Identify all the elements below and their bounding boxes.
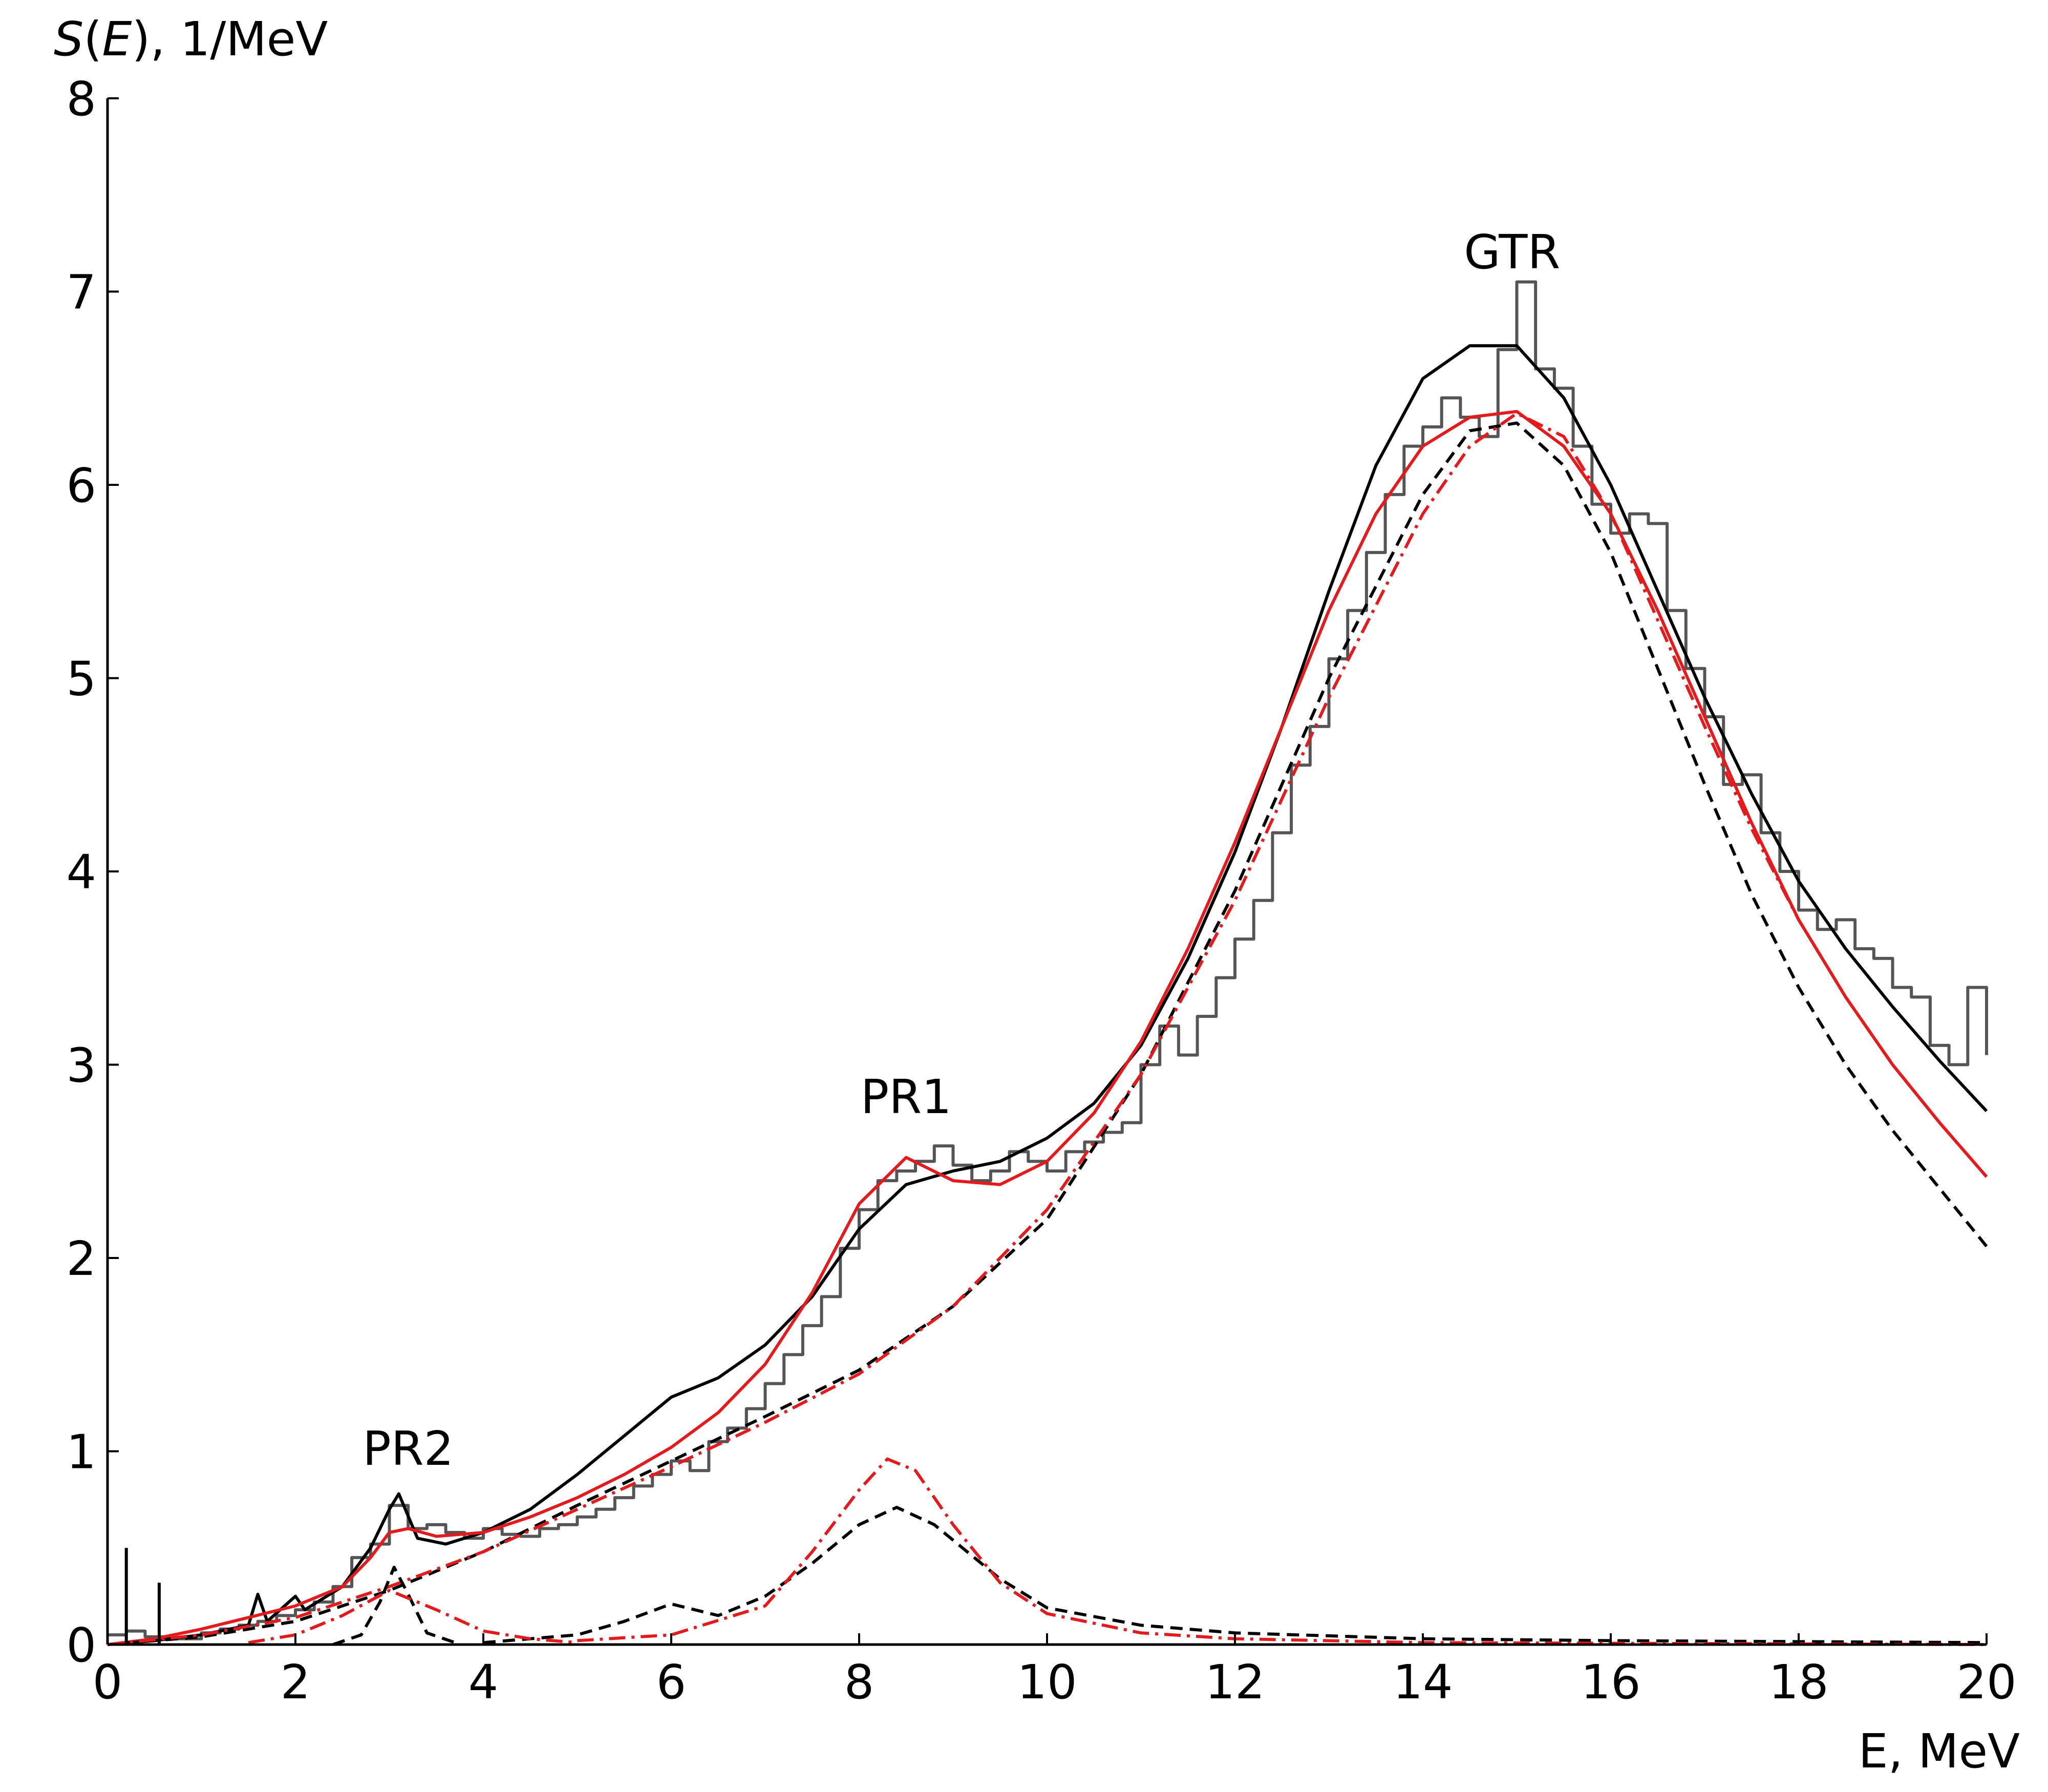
y-tick-label-4: 4	[66, 845, 96, 900]
x-tick-label-16: 16	[1581, 1655, 1640, 1710]
x-tick-label-10: 10	[1017, 1655, 1077, 1710]
y-tick-label-3: 3	[66, 1038, 96, 1093]
y-tick-label-2: 2	[66, 1231, 96, 1286]
series-dashed-black-7	[332, 1566, 456, 1646]
series-dashdot-red-4	[107, 412, 1988, 1646]
y-tick-label-6: 6	[66, 458, 96, 513]
x-axis-title: E, MeV	[1858, 1724, 2020, 1779]
y-tick-label-7: 7	[66, 265, 96, 320]
x-tick-label-20: 20	[1956, 1655, 2016, 1710]
y-axis-title-e: E	[102, 12, 132, 67]
series-solid-black-1	[107, 344, 1988, 1646]
annotation-pr2: PR2	[362, 1421, 454, 1476]
x-tick-label-0: 0	[93, 1655, 123, 1710]
x-tick-label-8: 8	[844, 1655, 874, 1710]
annot-layer: PR2 PR1 GTR	[362, 225, 1560, 1476]
y-axis-title-open: (	[83, 12, 102, 67]
series-dashdot-red-8	[248, 1589, 578, 1645]
y-tick-label-0: 0	[66, 1618, 96, 1673]
x-tick-label-18: 18	[1768, 1655, 1828, 1710]
y-axis-title-unit: ), 1/MeV	[132, 12, 328, 67]
series-layer	[107, 280, 1988, 1646]
y-axis-title: S(E), 1/MeV	[54, 12, 328, 67]
series-dashdot-red-6	[577, 1457, 1987, 1646]
y-tick-label-5: 5	[66, 652, 96, 707]
annotation-gtr: GTR	[1464, 225, 1560, 280]
series-histogram-0	[108, 280, 1988, 1640]
annotation-pr1: PR1	[861, 1070, 952, 1124]
y-axis-title-s: S	[54, 12, 83, 67]
series-solid-red-2	[107, 410, 1988, 1646]
x-tick-label-2: 2	[281, 1655, 311, 1710]
x-tick-label-12: 12	[1205, 1655, 1265, 1710]
series-dashed-black-3	[107, 421, 1988, 1646]
x-tick-label-14: 14	[1393, 1655, 1453, 1710]
x-tick-label-4: 4	[468, 1655, 499, 1710]
x-tick-label-6: 6	[656, 1655, 687, 1710]
axes-layer	[106, 98, 1987, 1646]
y-tick-label-1: 1	[66, 1425, 96, 1480]
y-tick-label-8: 8	[66, 72, 96, 126]
series-dashed-black-5	[483, 1506, 1987, 1645]
